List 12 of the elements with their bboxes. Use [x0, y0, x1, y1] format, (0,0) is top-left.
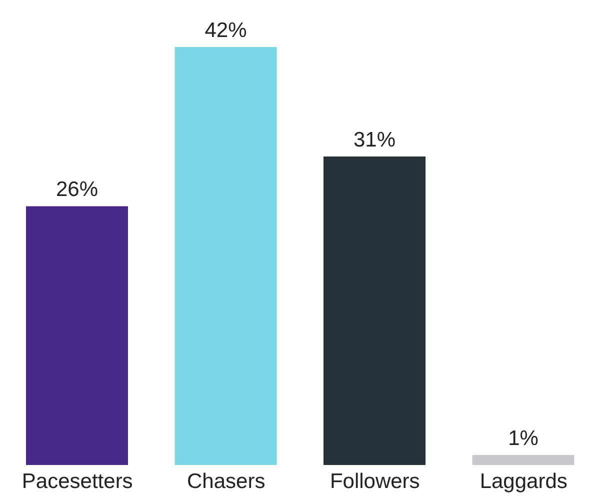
- bar: [324, 156, 426, 465]
- bar: [472, 455, 574, 465]
- x-tick-label: Followers: [330, 470, 420, 493]
- bar: [174, 47, 277, 465]
- bar: [26, 206, 128, 465]
- x-tick-label: Chasers: [187, 470, 266, 493]
- data-label: 31%: [353, 128, 396, 152]
- data-label: 42%: [204, 19, 247, 42]
- x-tick-label: Laggards: [480, 470, 568, 493]
- data-label: 26%: [56, 178, 98, 202]
- x-tick-label: Pacesetters: [22, 470, 133, 493]
- data-label: 1%: [508, 427, 538, 450]
